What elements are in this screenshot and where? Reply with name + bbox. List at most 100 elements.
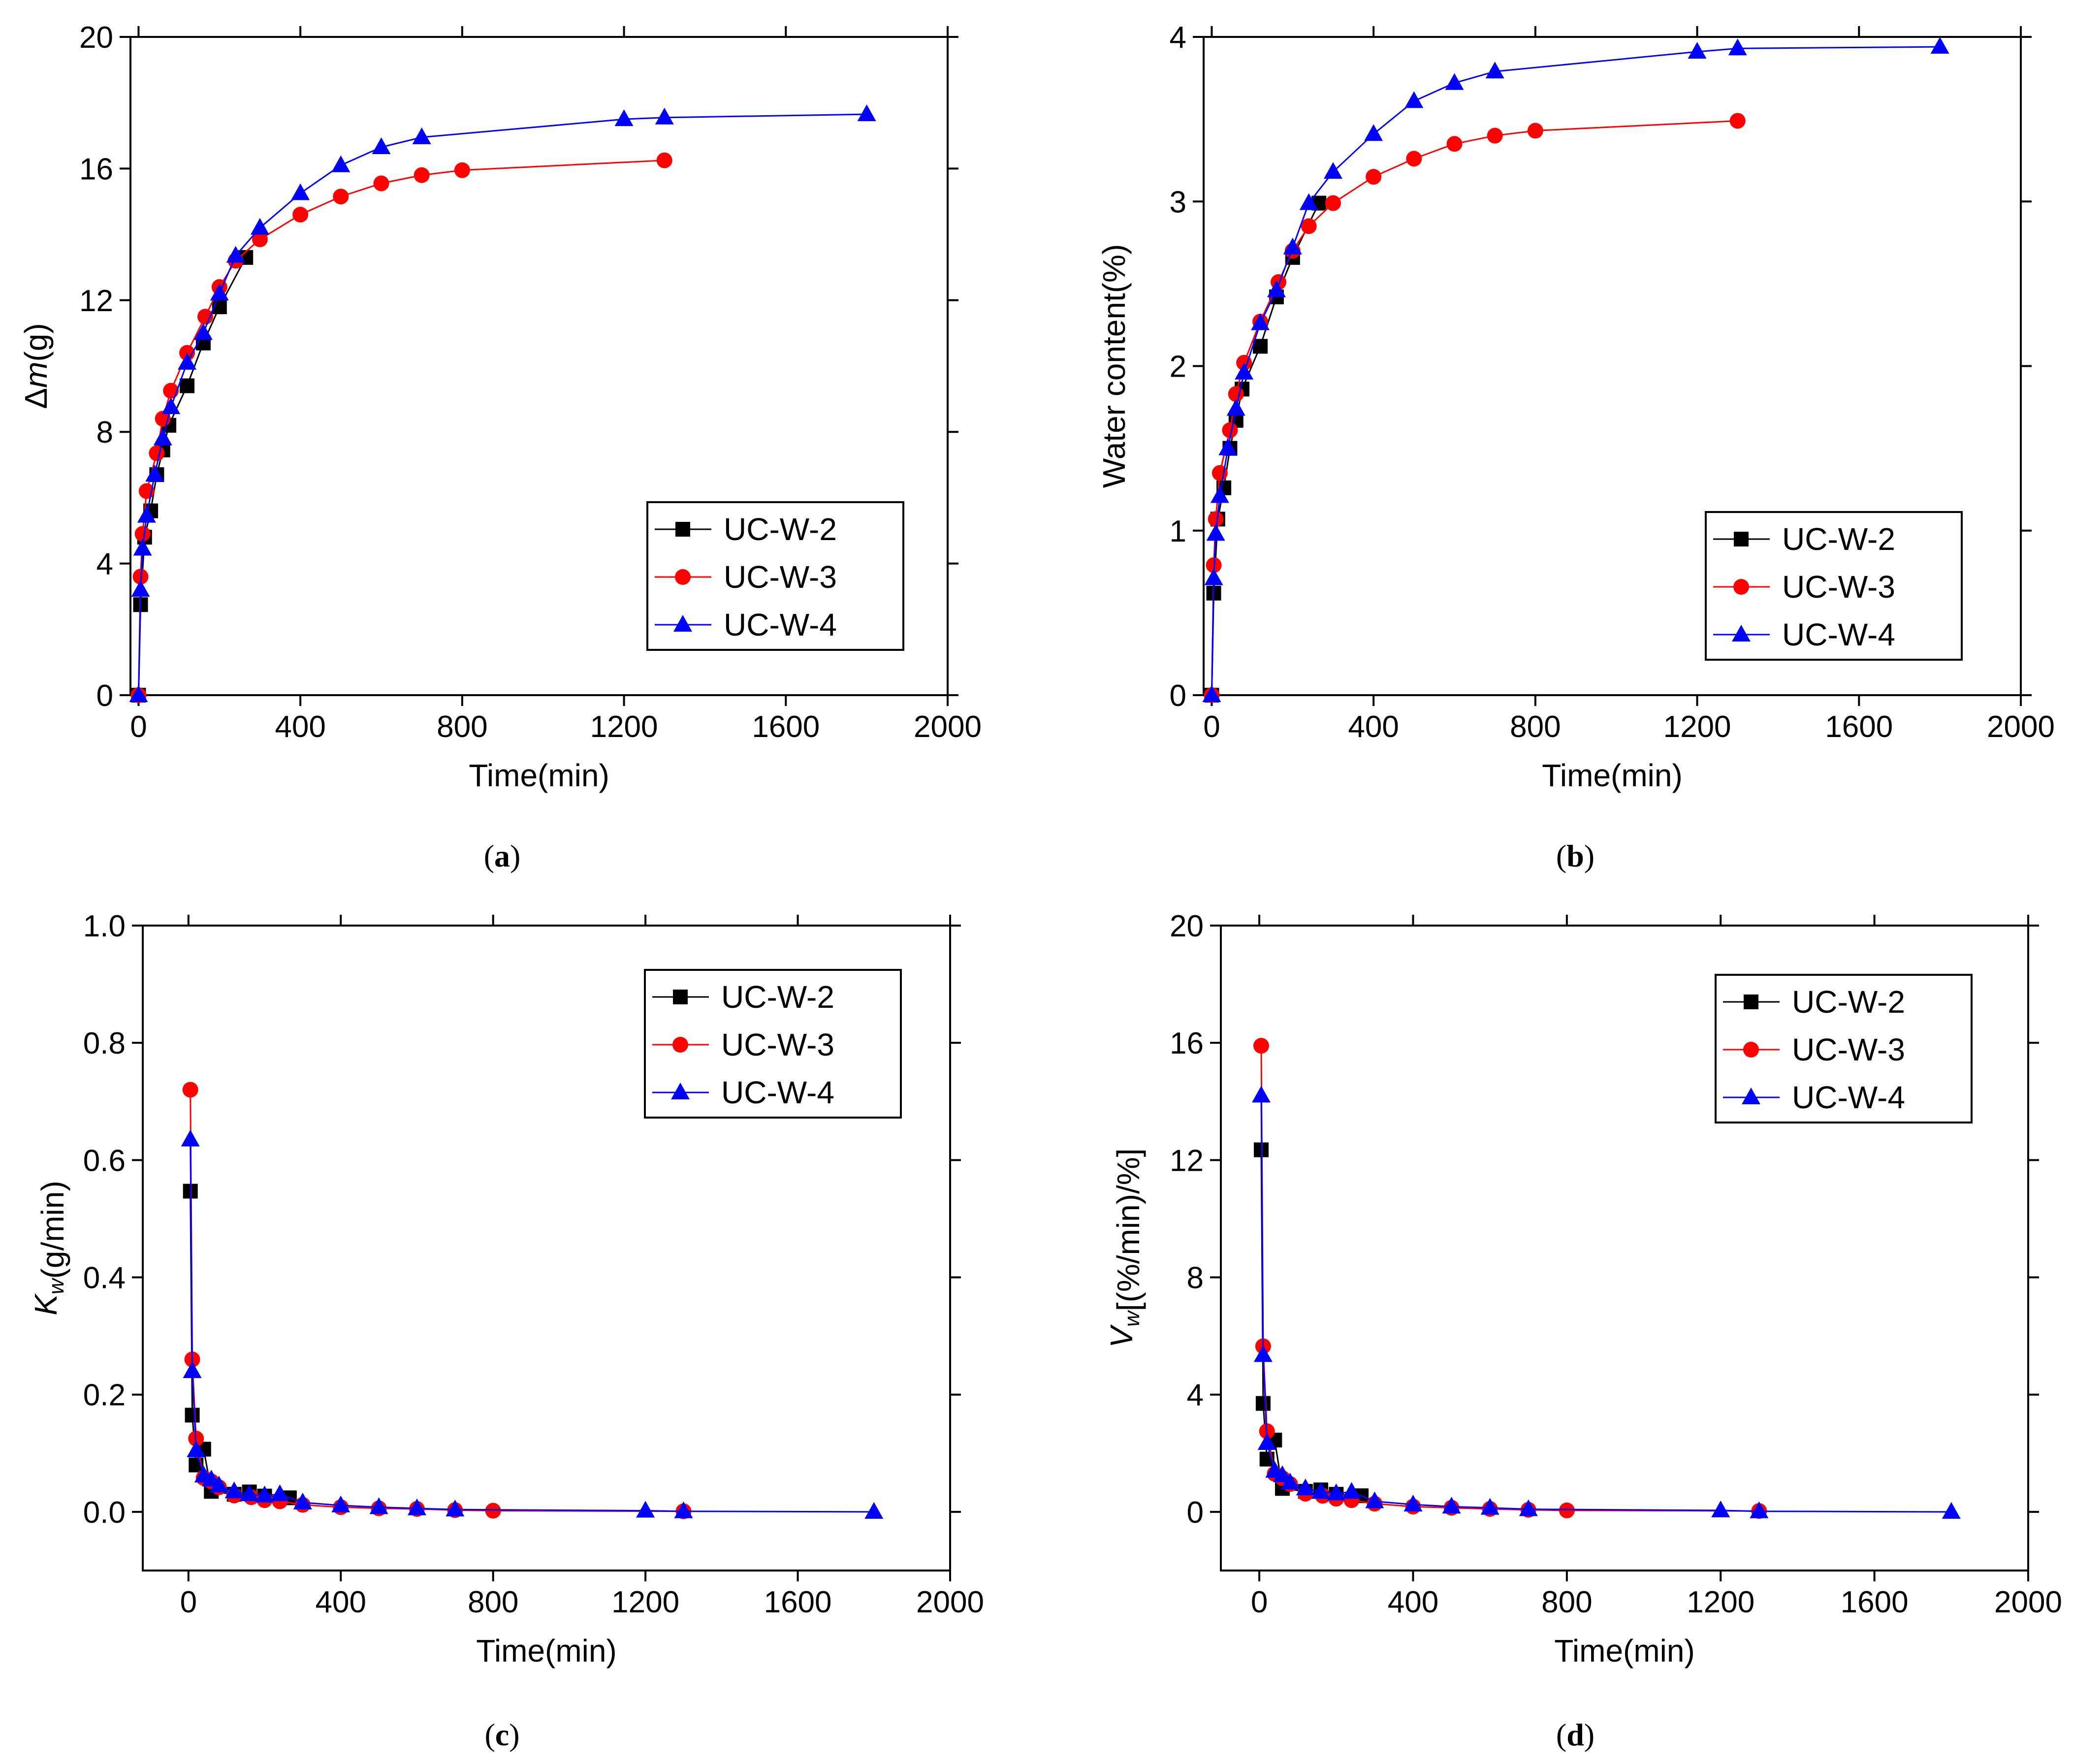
y-tick-label: 20 bbox=[1170, 909, 1204, 943]
y-axis-title-part: V bbox=[1104, 1324, 1139, 1348]
x-tick-label: 1200 bbox=[611, 1585, 679, 1619]
data-point bbox=[372, 137, 391, 154]
y-axis-title-part: w bbox=[1120, 1310, 1144, 1327]
data-point bbox=[454, 162, 470, 178]
data-point bbox=[1487, 128, 1503, 144]
x-axis-title: Time(min) bbox=[469, 758, 609, 793]
x-tick-label: 400 bbox=[1388, 1585, 1438, 1619]
y-tick-label: 0.4 bbox=[83, 1261, 126, 1295]
data-point bbox=[293, 1492, 312, 1509]
series-UC-W-4 bbox=[1252, 1086, 1961, 1519]
data-point bbox=[149, 445, 165, 461]
x-tick-label: 800 bbox=[437, 710, 487, 744]
data-point bbox=[1365, 1491, 1384, 1508]
chart-panel-c: 0 400 800 1200 1600 2000 0.0 0.2 0.4 0.6 0.8 1.0 Tim… bbox=[28, 909, 984, 1752]
data-point bbox=[331, 155, 351, 172]
y-axis-title-part: w bbox=[44, 1277, 68, 1294]
data-point bbox=[1208, 511, 1224, 527]
y-tick-label: 12 bbox=[79, 284, 113, 318]
y-tick-label: 0.2 bbox=[83, 1379, 126, 1412]
data-point bbox=[183, 1361, 202, 1379]
legend-label: UC-W-3 bbox=[724, 559, 837, 595]
panel-label-open: ( bbox=[484, 838, 494, 873]
panel-label-open: ( bbox=[1556, 1717, 1566, 1752]
y-axis-title-part: Δ bbox=[18, 388, 54, 409]
y-axis-title: Water content(%) bbox=[1096, 244, 1132, 488]
data-point bbox=[674, 1501, 693, 1518]
y-tick-label: 8 bbox=[96, 416, 113, 449]
series-UC-W-4 bbox=[129, 104, 876, 702]
data-point bbox=[407, 1498, 426, 1515]
panel-label-open: ( bbox=[1556, 838, 1566, 873]
y-tick-label: 0.0 bbox=[83, 1496, 126, 1530]
data-point bbox=[252, 231, 268, 248]
data-point bbox=[187, 1440, 206, 1457]
data-point bbox=[178, 353, 197, 370]
panel-label-open: ( bbox=[484, 1717, 495, 1752]
series-line bbox=[1211, 120, 1738, 696]
series-UC-W-3 bbox=[1204, 113, 1746, 703]
y-tick-label: 4 bbox=[96, 547, 113, 581]
plot-frame bbox=[129, 36, 949, 696]
x-tick-label: 1600 bbox=[1825, 710, 1893, 744]
data-point bbox=[240, 1484, 259, 1502]
x-axis-title: Time(min) bbox=[1542, 758, 1683, 793]
legend: UC-W-2 UC-W-3 UC-W-4 bbox=[646, 501, 904, 651]
data-point bbox=[181, 1129, 200, 1147]
y-axis-title: Kw(g/min) bbox=[28, 1181, 70, 1315]
data-point bbox=[412, 127, 431, 144]
chart-panel-a: 0 400 800 1200 1600 2000048121620Time(min)Δm(… bbox=[18, 21, 982, 873]
data-point bbox=[291, 183, 310, 200]
data-point bbox=[1296, 1478, 1315, 1496]
panel-label: (d) bbox=[1556, 1717, 1595, 1752]
data-point bbox=[1210, 486, 1229, 503]
panel-label-letter: b bbox=[1566, 838, 1584, 873]
data-point bbox=[1519, 1499, 1538, 1516]
data-point bbox=[1325, 195, 1341, 211]
panel-label-close: ) bbox=[509, 1717, 519, 1752]
x-tick-label: 0 bbox=[1251, 1585, 1268, 1619]
legend: UC-W-2 UC-W-3 UC-W-4 bbox=[1705, 511, 1963, 661]
plot-frame bbox=[1220, 925, 2029, 1572]
chart-panel-b: 0 400 800 1200 1600 2000 0 1 2 3 4 Time(min) Water c… bbox=[1096, 21, 2055, 873]
x-tick-label: 800 bbox=[468, 1585, 518, 1619]
legend-label: UC-W-4 bbox=[724, 607, 837, 642]
y-tick-label: 2 bbox=[1170, 350, 1186, 384]
data-point bbox=[226, 246, 245, 263]
x-tick-label: 1600 bbox=[1841, 1585, 1909, 1619]
data-point bbox=[1299, 193, 1318, 210]
y-tick-label: 4 bbox=[1187, 1379, 1204, 1412]
x-tick-label: 1200 bbox=[590, 710, 658, 744]
data-point bbox=[270, 1484, 289, 1502]
series-UC-W-3 bbox=[130, 152, 672, 703]
data-point bbox=[1251, 313, 1270, 330]
y-tick-label: 3 bbox=[1170, 185, 1186, 219]
legend-label: UC-W-2 bbox=[1792, 984, 1905, 1020]
data-point bbox=[485, 1503, 501, 1519]
data-point bbox=[180, 378, 195, 393]
series-line bbox=[137, 160, 665, 696]
data-point bbox=[1403, 1495, 1423, 1512]
x-tick-label: 1600 bbox=[764, 1585, 832, 1619]
data-point bbox=[656, 152, 672, 168]
legend-label: UC-W-3 bbox=[1782, 569, 1895, 605]
y-axis-title-part: [(%/min)/%] bbox=[1111, 1148, 1146, 1311]
y-axis-title-part: Water content(%) bbox=[1096, 244, 1132, 488]
data-point bbox=[446, 1500, 465, 1517]
plot-frame bbox=[142, 925, 951, 1572]
x-tick-label: 400 bbox=[1348, 710, 1399, 744]
legend-marker bbox=[672, 1037, 688, 1053]
legend-marker bbox=[1733, 579, 1749, 595]
y-tick-label: 20 bbox=[79, 21, 113, 55]
x-tick-label: 800 bbox=[1510, 710, 1561, 744]
data-point bbox=[133, 539, 152, 556]
data-point bbox=[1257, 1433, 1276, 1450]
series-UC-W-3 bbox=[1253, 1038, 1767, 1519]
panel-label-close: ) bbox=[1584, 1717, 1595, 1752]
panel-label-letter: d bbox=[1566, 1717, 1584, 1752]
data-point bbox=[1327, 1483, 1346, 1501]
series-UC-W-4 bbox=[1202, 37, 1949, 702]
legend-marker bbox=[673, 615, 692, 632]
y-tick-label: 0 bbox=[1170, 679, 1186, 713]
x-tick-label: 800 bbox=[1541, 1585, 1592, 1619]
